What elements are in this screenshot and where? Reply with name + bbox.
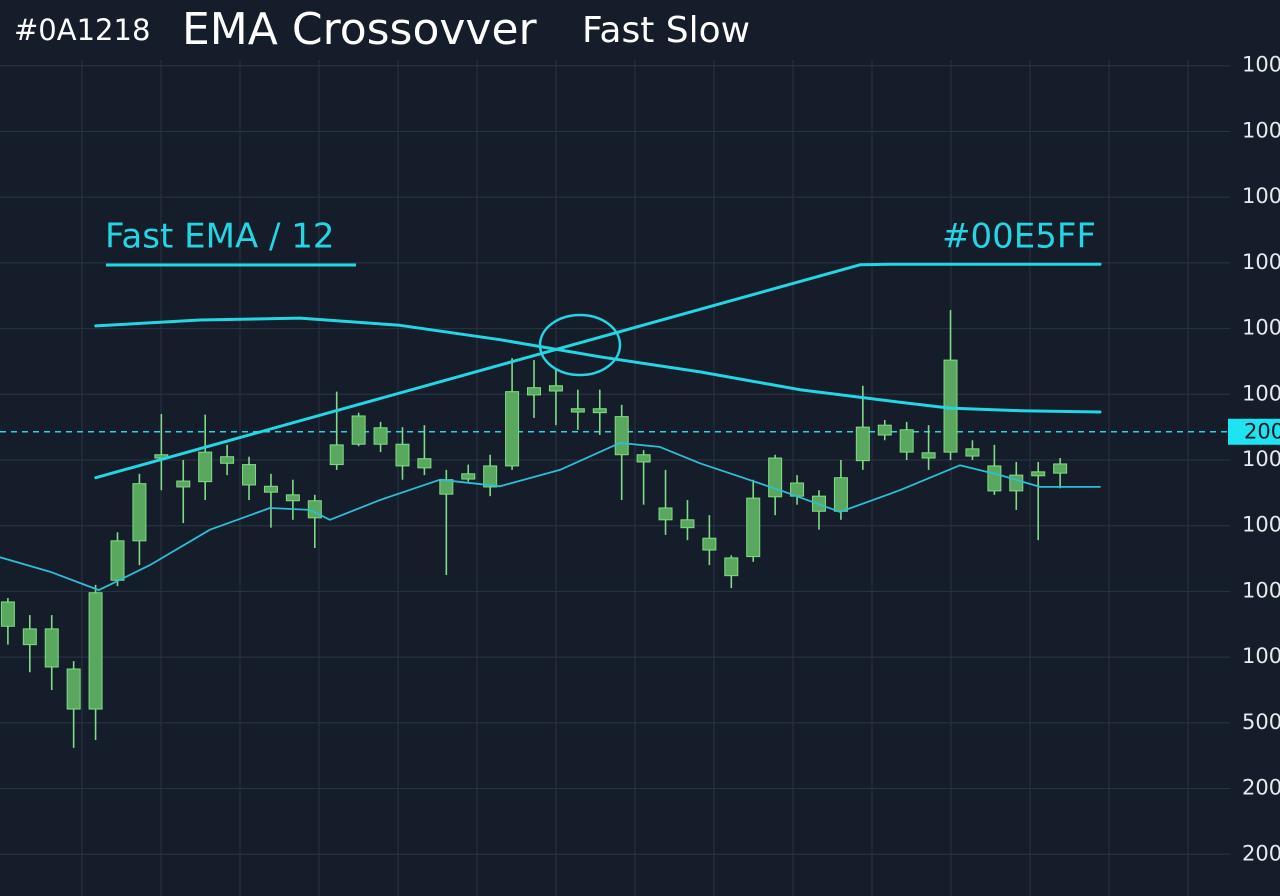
candle-body — [395, 443, 410, 467]
y-tick-label: 100 — [1242, 644, 1280, 668]
y-tick-label: 100 — [1242, 118, 1280, 142]
candle-body — [373, 427, 388, 445]
candle-body — [220, 456, 235, 464]
candle-body — [1053, 463, 1068, 474]
candle-body — [592, 408, 607, 414]
candle-body — [88, 592, 103, 710]
candle-body — [724, 557, 739, 577]
chart-title: EMA Crossovver — [182, 4, 538, 55]
candle-body — [1031, 471, 1046, 477]
candle-body — [66, 668, 81, 710]
candle-body — [22, 628, 37, 646]
candle-body — [658, 507, 673, 521]
candle-body — [176, 480, 191, 488]
candle-body — [439, 479, 454, 495]
candle-body — [0, 601, 15, 627]
y-tick-label: 100 — [1242, 578, 1280, 602]
candle-body — [483, 465, 498, 488]
candle-body — [505, 391, 520, 467]
y-tick-label: 100 — [1242, 184, 1280, 208]
y-tick-label: 500 — [1242, 710, 1280, 734]
chart-subtitle: Fast Slow — [582, 10, 750, 51]
y-tick-label: 200 — [1242, 841, 1280, 865]
crossover-circle — [538, 313, 622, 377]
candle-body — [329, 444, 344, 466]
candle-body — [417, 458, 432, 469]
candle-body — [285, 494, 300, 502]
annotation: Fast EMA / 12 — [105, 217, 335, 257]
candle-body — [198, 451, 213, 483]
y-tick-label: 100 — [1242, 316, 1280, 340]
candle-body — [461, 473, 476, 480]
candle-body — [746, 497, 761, 558]
candle-body — [833, 477, 848, 512]
candle-body — [351, 415, 366, 445]
candle-body — [636, 454, 651, 463]
candle-body — [242, 464, 257, 486]
y-tick-label: 100 — [1242, 53, 1280, 77]
candle-body — [263, 485, 278, 493]
candle-body — [899, 429, 914, 453]
candle-body — [943, 359, 958, 453]
y-tick-label: 200 — [1242, 776, 1280, 800]
candle-body — [702, 537, 717, 551]
y-tick-label: 100 — [1242, 447, 1280, 471]
title-prefix: #0A1218 — [14, 13, 150, 47]
ema-line — [0, 442, 1101, 591]
candle-body — [548, 385, 563, 392]
candle-body — [680, 519, 695, 529]
candle-body — [921, 452, 936, 459]
candle-body — [570, 408, 585, 413]
y-tick-label: 100 — [1242, 381, 1280, 405]
y-tick-label: 100 — [1242, 250, 1280, 274]
grid — [0, 60, 1230, 896]
candle-body — [1009, 474, 1024, 492]
candle-body — [614, 416, 629, 456]
price-marker-label: 200 — [1244, 420, 1280, 444]
candle-body — [877, 424, 892, 436]
candle-body — [855, 426, 870, 462]
ema-line — [94, 316, 1102, 414]
ema-line — [94, 262, 1102, 480]
plot-area — [0, 262, 1228, 748]
y-tick-label: 100 — [1242, 513, 1280, 537]
candle-body — [965, 448, 980, 457]
candle-body — [44, 628, 59, 668]
price-marker-box — [1228, 418, 1280, 445]
annotation: #00E5FF — [942, 217, 1096, 257]
candle-body — [132, 483, 147, 542]
candle-body — [110, 540, 125, 581]
candle-body — [527, 387, 542, 396]
candle-body — [987, 465, 1002, 492]
